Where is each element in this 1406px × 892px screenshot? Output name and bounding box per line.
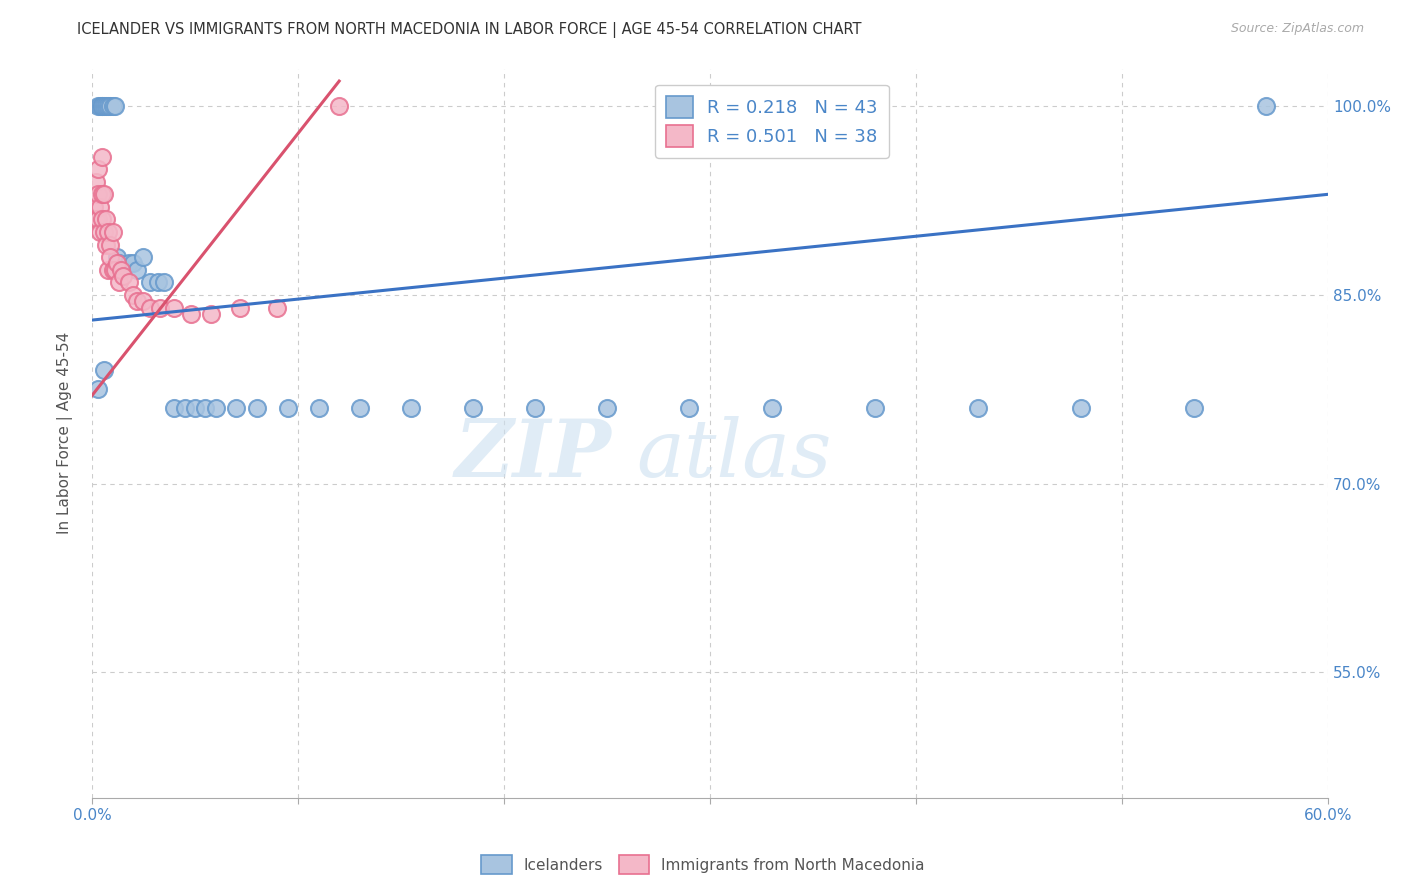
Point bbox=[93, 187, 115, 202]
Point bbox=[96, 212, 118, 227]
Point bbox=[100, 250, 122, 264]
Point bbox=[87, 162, 110, 177]
Point bbox=[107, 256, 129, 270]
Point bbox=[118, 276, 141, 290]
Text: ICELANDER VS IMMIGRANTS FROM NORTH MACEDONIA IN LABOR FORCE | AGE 45-54 CORRELAT: ICELANDER VS IMMIGRANTS FROM NORTH MACED… bbox=[77, 22, 862, 38]
Point bbox=[83, 200, 105, 214]
Point bbox=[308, 401, 330, 416]
Point bbox=[87, 99, 110, 113]
Text: ZIP: ZIP bbox=[454, 417, 612, 494]
Point bbox=[100, 99, 122, 113]
Legend: Icelanders, Immigrants from North Macedonia: Icelanders, Immigrants from North Macedo… bbox=[475, 849, 931, 880]
Point bbox=[138, 301, 160, 315]
Point bbox=[1256, 99, 1278, 113]
Point bbox=[127, 294, 149, 309]
Point bbox=[596, 401, 619, 416]
Point bbox=[461, 401, 484, 416]
Point bbox=[105, 256, 128, 270]
Point bbox=[349, 401, 371, 416]
Point bbox=[277, 401, 299, 416]
Y-axis label: In Labor Force | Age 45-54: In Labor Force | Age 45-54 bbox=[58, 332, 73, 534]
Point bbox=[163, 301, 186, 315]
Point bbox=[266, 301, 288, 315]
Point bbox=[104, 262, 127, 277]
Point bbox=[105, 250, 128, 264]
Point bbox=[149, 301, 172, 315]
Point bbox=[96, 237, 118, 252]
Point bbox=[97, 262, 120, 277]
Point bbox=[87, 187, 110, 202]
Point bbox=[84, 175, 107, 189]
Point bbox=[146, 276, 169, 290]
Point bbox=[118, 256, 141, 270]
Point bbox=[104, 99, 127, 113]
Point bbox=[122, 288, 145, 302]
Point bbox=[87, 212, 110, 227]
Point bbox=[111, 262, 134, 277]
Point bbox=[229, 301, 252, 315]
Point bbox=[93, 99, 115, 113]
Point bbox=[761, 401, 783, 416]
Point bbox=[89, 225, 111, 239]
Text: Source: ZipAtlas.com: Source: ZipAtlas.com bbox=[1230, 22, 1364, 36]
Point bbox=[246, 401, 269, 416]
Point bbox=[200, 307, 222, 321]
Point bbox=[163, 401, 186, 416]
Point bbox=[127, 262, 149, 277]
Point bbox=[91, 99, 114, 113]
Point bbox=[97, 225, 120, 239]
Point bbox=[87, 382, 110, 396]
Point bbox=[138, 276, 160, 290]
Point bbox=[225, 401, 247, 416]
Legend: R = 0.218   N = 43, R = 0.501   N = 38: R = 0.218 N = 43, R = 0.501 N = 38 bbox=[655, 85, 889, 158]
Point bbox=[204, 401, 226, 416]
Point bbox=[180, 307, 202, 321]
Point bbox=[91, 212, 114, 227]
Point bbox=[107, 276, 129, 290]
Point bbox=[96, 99, 118, 113]
Point bbox=[101, 262, 124, 277]
Point bbox=[1070, 401, 1092, 416]
Point bbox=[122, 256, 145, 270]
Point bbox=[91, 150, 114, 164]
Point bbox=[91, 187, 114, 202]
Point bbox=[863, 401, 886, 416]
Point bbox=[89, 99, 111, 113]
Point bbox=[89, 200, 111, 214]
Point bbox=[194, 401, 217, 416]
Point bbox=[101, 225, 124, 239]
Point bbox=[328, 99, 350, 113]
Point bbox=[84, 212, 107, 227]
Point bbox=[678, 401, 700, 416]
Point bbox=[93, 225, 115, 239]
Point bbox=[110, 262, 132, 277]
Point bbox=[100, 237, 122, 252]
Point bbox=[401, 401, 423, 416]
Point bbox=[93, 363, 115, 377]
Point bbox=[101, 99, 124, 113]
Point bbox=[97, 99, 120, 113]
Point bbox=[184, 401, 207, 416]
Text: atlas: atlas bbox=[636, 417, 831, 494]
Point bbox=[153, 276, 176, 290]
Point bbox=[967, 401, 990, 416]
Point bbox=[132, 250, 155, 264]
Point bbox=[132, 294, 155, 309]
Point bbox=[173, 401, 195, 416]
Point bbox=[523, 401, 546, 416]
Point bbox=[1182, 401, 1205, 416]
Point bbox=[111, 268, 134, 283]
Point bbox=[91, 99, 114, 113]
